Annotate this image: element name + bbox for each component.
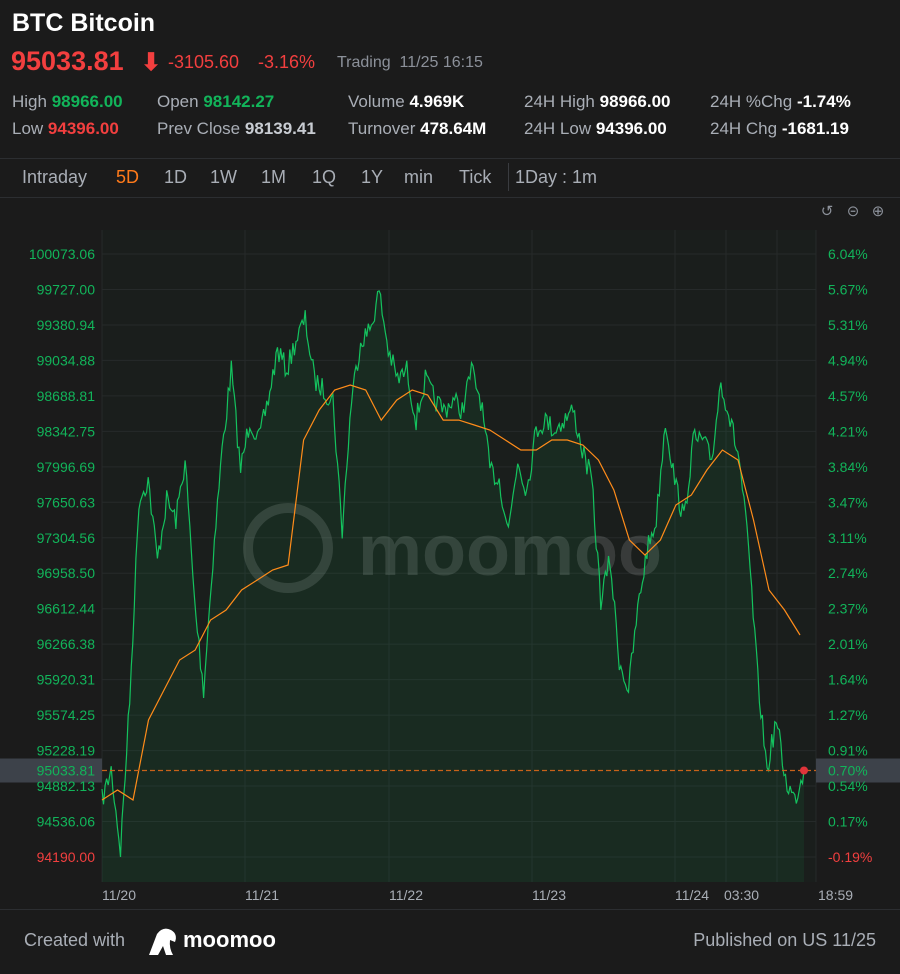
y-tick-label: 96612.44 (37, 601, 96, 617)
stat-24h-high: 24H High 98966.00 (524, 92, 671, 111)
pct-tick-label: 3.47% (828, 494, 868, 510)
stat-volume: Volume 4.969K (348, 92, 465, 111)
stat-24h-pct: 24H %Chg -1.74% (710, 92, 851, 111)
pct-tick-label: 5.31% (828, 317, 868, 333)
stat-24h-chg: 24H Chg -1681.19 (710, 119, 849, 138)
tab-5d[interactable]: 5D (116, 167, 140, 187)
price-line (101, 290, 805, 858)
stat-prev-close: Prev Close 98139.41 (157, 119, 316, 138)
reset-icon[interactable]: ↺ (820, 203, 834, 220)
tab-tick[interactable]: Tick (459, 167, 492, 187)
y-tick-label: 95228.19 (37, 743, 96, 759)
x-tick-label: 18:59 (818, 887, 853, 903)
pct-tick-label: 0.91% (828, 743, 868, 759)
y-tick-label: 98342.75 (37, 423, 96, 439)
tab-1m[interactable]: 1M (261, 167, 287, 187)
stat-turnover: Turnover 478.64M (348, 119, 487, 138)
price-change-pct: -3.16% (258, 52, 316, 72)
price-change: -3105.60 (168, 52, 240, 72)
pct-tick-label: 5.67% (828, 281, 868, 297)
tab-min[interactable]: min (404, 167, 434, 187)
pct-tick-label: 4.21% (828, 423, 868, 439)
pct-tick-label: 2.74% (828, 565, 868, 581)
y-tick-label: 100073.06 (29, 246, 95, 262)
tab-1d[interactable]: 1D (164, 167, 188, 187)
created-with-label: Created with (24, 930, 126, 950)
y-tick-label: 97996.69 (37, 459, 96, 475)
x-tick-label: 11/20 (102, 887, 136, 903)
zoom-out-icon[interactable]: ⊝ (846, 203, 860, 220)
divider (0, 197, 900, 198)
price-area-fill (102, 290, 804, 882)
tab-1q[interactable]: 1Q (312, 167, 337, 187)
y-tick-label: 94882.13 (37, 778, 96, 794)
moomoo-brand: moomoo (183, 927, 276, 952)
pct-tick-label: 1.27% (828, 707, 868, 723)
plot-area (102, 230, 816, 882)
y-tick-label: 94536.06 (37, 814, 96, 830)
y-tick-label: 98688.81 (37, 388, 96, 404)
arrow-down-icon: ⬇ (141, 49, 162, 76)
interval-selector[interactable]: 1Day : 1m (515, 167, 598, 187)
x-tick-label: 11/22 (389, 887, 423, 903)
pct-tick-label: 4.57% (828, 388, 868, 404)
pct-tick-label: 2.01% (828, 636, 868, 652)
stat-low: Low 94396.00 (12, 119, 119, 138)
average-line (101, 384, 801, 801)
current-price: 95033.81 (11, 46, 124, 76)
y-tick-label: 95574.25 (37, 707, 96, 723)
pct-tick-label: 1.64% (828, 672, 868, 688)
tab-1w[interactable]: 1W (210, 167, 237, 187)
stat-high: High 98966.00 (12, 92, 123, 111)
pct-tick-label: 0.54% (828, 778, 868, 794)
current-price-dot (800, 766, 808, 775)
pct-tick-label: 6.04% (828, 246, 868, 262)
divider (0, 158, 900, 159)
trading-status: Trading 11/25 16:15 (337, 54, 483, 71)
y-tick-label: 94190.00 (37, 849, 96, 865)
y-tick-label: 99727.00 (37, 281, 96, 297)
x-tick-label: 11/24 (675, 887, 709, 903)
x-tick-label: 11/21 (245, 887, 279, 903)
zoom-in-icon[interactable]: ⊕ (871, 203, 885, 220)
published-label: Published on US 11/25 (693, 930, 876, 950)
current-price-tag-left (0, 758, 102, 783)
stat-open: Open 98142.27 (157, 92, 275, 111)
x-tick-label: 11/23 (532, 887, 566, 903)
y-tick-label: 99034.88 (37, 352, 96, 368)
y-tick-label: 96958.50 (37, 565, 96, 581)
pct-tick-label: -0.19% (828, 849, 872, 865)
current-price-label: 95033.81 (37, 763, 96, 779)
pct-tick-label: 2.37% (828, 601, 868, 617)
pct-tick-label: 3.84% (828, 459, 868, 475)
y-tick-label: 96266.38 (37, 636, 96, 652)
tab-separator (508, 163, 509, 191)
y-tick-label: 97650.63 (37, 494, 96, 510)
pct-tick-label: 4.94% (828, 352, 868, 368)
y-tick-label: 99380.94 (37, 317, 96, 333)
y-tick-label: 97304.56 (37, 530, 96, 546)
y-tick-label: 95920.31 (37, 672, 96, 688)
current-price-tag-right (816, 758, 900, 783)
watermark-logo-icon (243, 503, 333, 593)
pct-tick-label: 3.11% (828, 530, 867, 546)
divider (0, 909, 900, 910)
page-title: BTC Bitcoin (12, 9, 156, 37)
moomoo-logo-icon (145, 926, 179, 956)
pct-tick-label: 0.17% (828, 814, 868, 830)
x-tick-label: 03:30 (724, 887, 759, 903)
tab-1y[interactable]: 1Y (361, 167, 384, 187)
stat-24h-low: 24H Low 94396.00 (524, 119, 667, 138)
tab-intraday[interactable]: Intraday (22, 167, 88, 187)
current-pct-label: 0.70% (828, 763, 868, 779)
